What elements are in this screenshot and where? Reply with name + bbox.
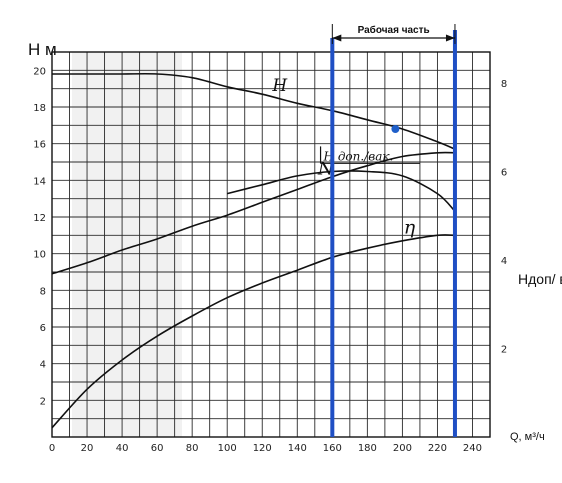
y-tick-label: 8 — [40, 286, 46, 297]
y-tick-label: 16 — [33, 140, 46, 151]
x-tick-label: 120 — [253, 443, 272, 454]
curve-label-eta: η — [404, 217, 416, 239]
tick-labels: 0 20 40 60 80 100 120 140 160 180 200 220 2402468101… — [33, 66, 507, 454]
axis-labels: H м Hдоп/ вак Q, м³/ч — [28, 40, 562, 443]
x-tick-label: 240 — [463, 443, 482, 454]
left-axis-label: H м — [28, 40, 57, 59]
grid — [51, 51, 491, 438]
x-tick-label: 220 — [428, 443, 447, 454]
y2-tick-label: 2 — [501, 344, 507, 355]
y-tick-label: 6 — [40, 323, 46, 334]
working-range: Рабочая часть — [330, 24, 457, 437]
series-line-0 — [52, 72, 456, 150]
x-axis-label: Q, м³/ч — [510, 431, 545, 443]
y-tick-label: 10 — [33, 250, 46, 261]
series-line-2 — [51, 234, 456, 429]
paper-shade — [72, 52, 182, 437]
curves: H доп./вак.HNη — [51, 72, 456, 429]
y2-tick-label: 4 — [501, 256, 507, 267]
curve-label-h: H — [271, 76, 288, 96]
working-range-label: Рабочая часть — [358, 24, 430, 36]
x-tick-label: 180 — [358, 443, 377, 454]
x-tick-label: 60 — [151, 443, 164, 454]
y-tick-label: 18 — [33, 103, 46, 114]
x-tick-label: 0 — [49, 443, 55, 454]
x-tick-label: 40 — [116, 443, 129, 454]
right-axis-label: Hдоп/ вак — [518, 271, 562, 287]
marker-point — [391, 125, 400, 133]
plot-frame — [51, 51, 491, 438]
working-range-arrow-left — [332, 34, 342, 42]
y-tick-label: 14 — [33, 176, 46, 187]
series-label-hdop: H доп./вак. — [323, 149, 394, 163]
y2-tick-label: 8 — [501, 79, 507, 90]
series-line-3 — [226, 170, 456, 212]
y-tick-label: 2 — [40, 396, 46, 407]
y-tick-label: 20 — [33, 66, 46, 77]
working-range-arrow-right — [445, 34, 455, 42]
y2-tick-label: 6 — [501, 167, 507, 178]
x-tick-label: 200 — [393, 443, 412, 454]
y-tick-label: 12 — [33, 213, 46, 224]
x-tick-label: 100 — [218, 443, 237, 454]
x-tick-label: 160 — [323, 443, 342, 454]
x-tick-label: 80 — [186, 443, 199, 454]
x-tick-label: 20 — [81, 443, 94, 454]
series-line-1 — [51, 151, 456, 275]
y-tick-label: 4 — [40, 360, 46, 371]
x-tick-label: 140 — [288, 443, 307, 454]
